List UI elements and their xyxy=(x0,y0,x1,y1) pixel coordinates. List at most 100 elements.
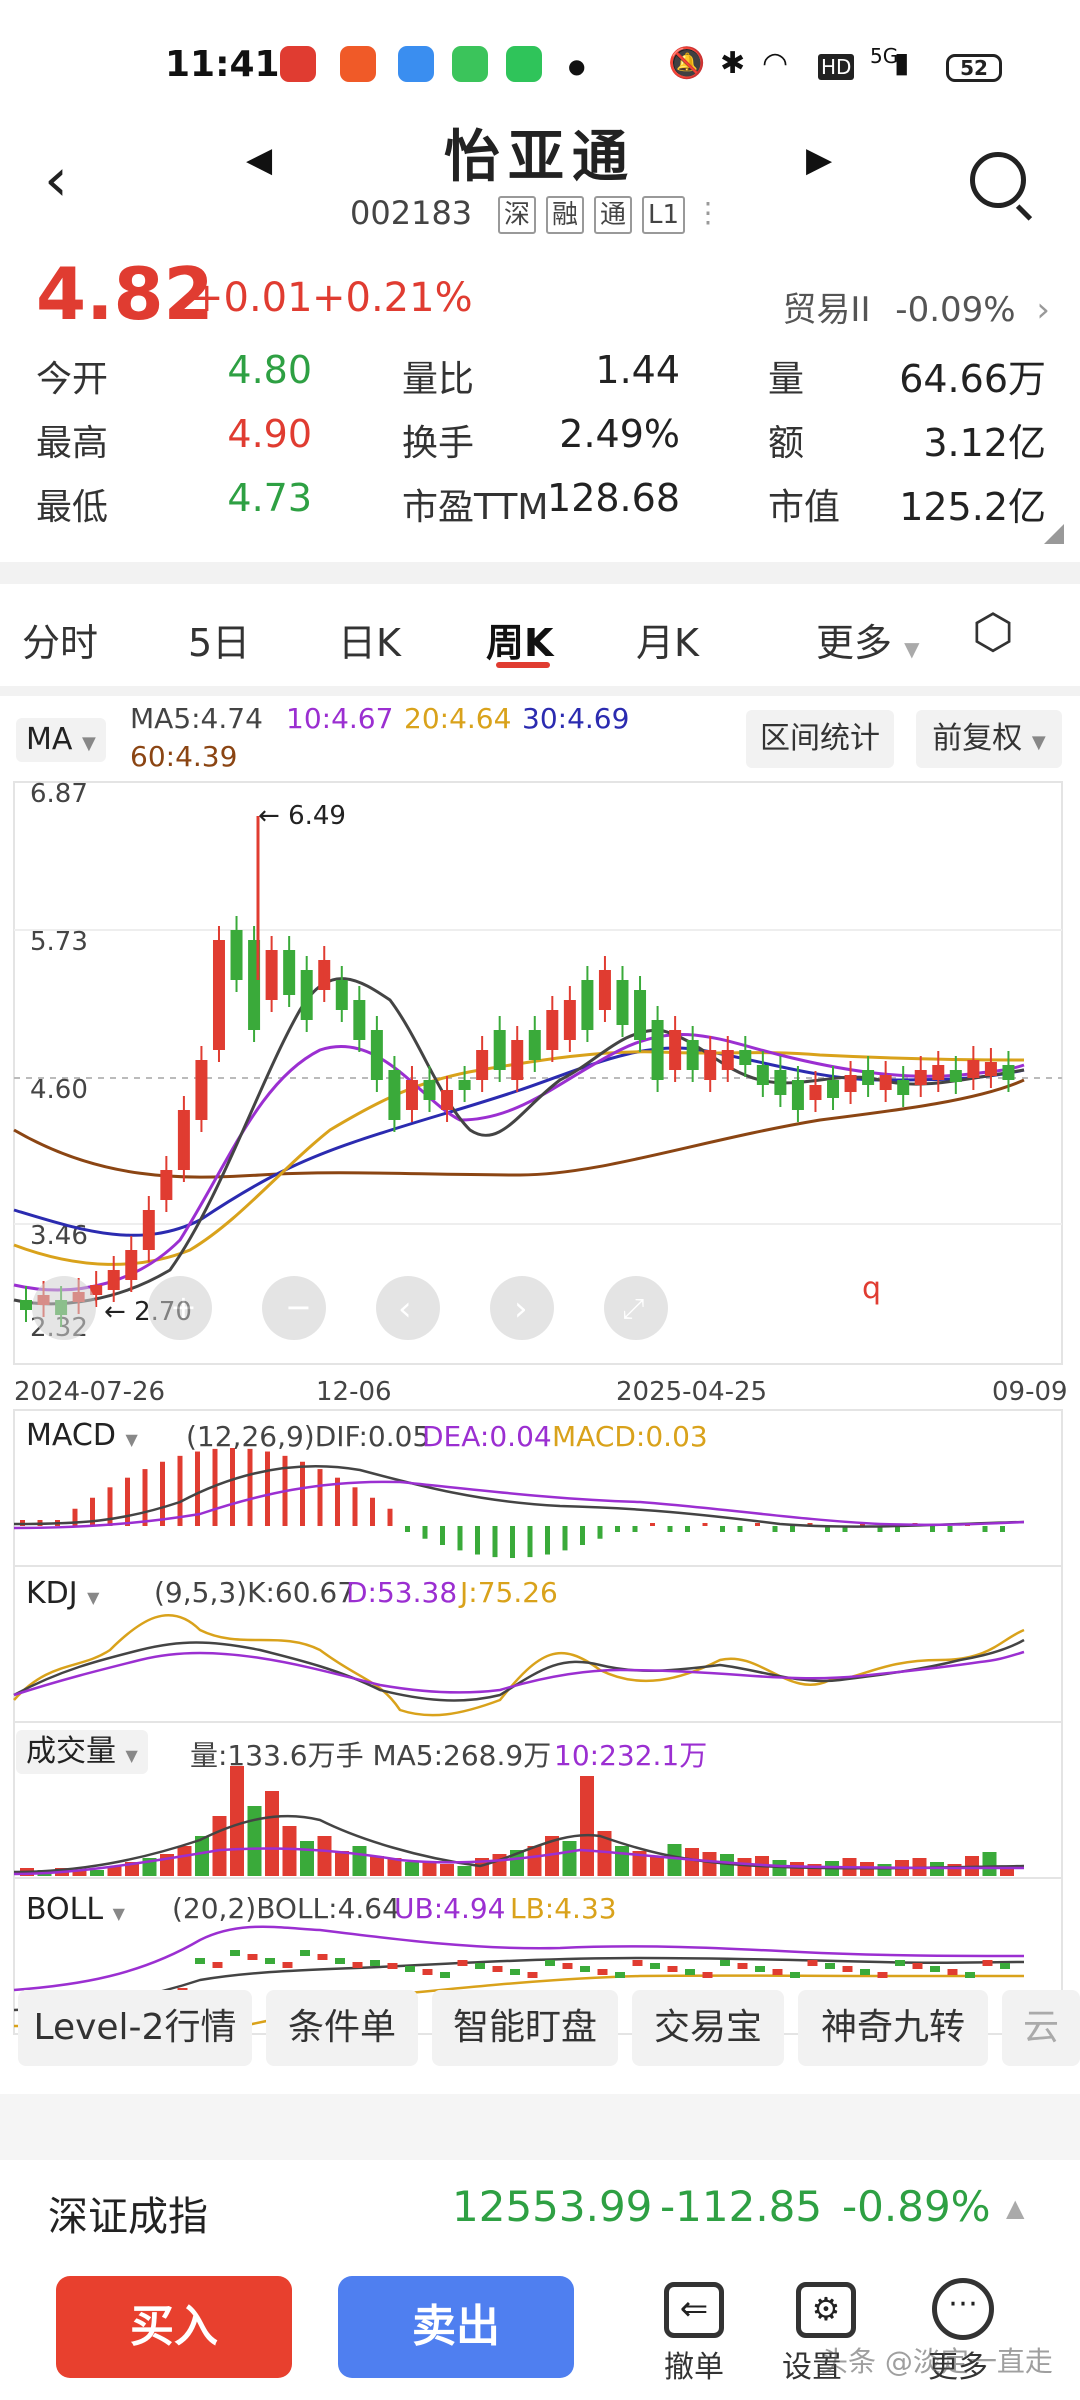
index-bar[interactable]: 深证成指 12553.99 -112.85 -0.89% ▲ xyxy=(0,2160,1080,2260)
settings-label: 设置 xyxy=(782,2350,842,2385)
tool-trade-treasure[interactable]: 交易宝 xyxy=(632,1990,784,2066)
svg-text:−: − xyxy=(285,1288,312,1326)
next-icon[interactable] xyxy=(490,1276,554,1340)
volume-label: 量 xyxy=(768,359,805,400)
range-stats-button[interactable]: 区间统计 xyxy=(746,710,894,768)
macd-bars xyxy=(20,1448,1005,1558)
boll-candle xyxy=(230,1950,240,1956)
boll-candle xyxy=(702,1972,713,1978)
tool-level2[interactable]: Level-2行情 xyxy=(18,1990,252,2066)
ma-selector[interactable]: MA ▼ xyxy=(16,718,106,762)
macd-bar xyxy=(510,1526,515,1558)
scroll-left-icon[interactable] xyxy=(32,1276,96,1340)
tag-level: L1 xyxy=(642,196,686,234)
tab-weekly-k[interactable]: 周K xyxy=(486,621,554,665)
price-change: +0.01 xyxy=(190,275,313,321)
volume-bar xyxy=(212,1816,227,1876)
zoom-out-icon[interactable] xyxy=(262,1276,326,1340)
turnover-label: 换手 xyxy=(402,423,475,464)
volume-bar xyxy=(387,1858,402,1876)
cancel-order-icon[interactable]: ⇐ xyxy=(664,2282,724,2338)
tool-magic-nine[interactable]: 神奇九转 xyxy=(798,1990,988,2066)
macd-params: (12,26,9)DIF:0.05 xyxy=(186,1420,431,1453)
tab-intraday[interactable]: 分时 xyxy=(22,621,99,665)
app-icon-video xyxy=(340,46,376,82)
macd-dea-line xyxy=(13,1480,1025,1530)
boll-candle xyxy=(737,1963,748,1969)
sell-button[interactable]: 卖出 xyxy=(338,2276,574,2378)
low-value: 4.73 xyxy=(227,476,312,520)
boll-candle xyxy=(632,1960,643,1966)
volume-bar xyxy=(195,1836,209,1876)
expand-corner-icon[interactable] xyxy=(1044,524,1064,544)
volume-selector[interactable]: 成交量 ▼ xyxy=(16,1730,148,1774)
boll-candle xyxy=(405,1966,415,1972)
macd-bar xyxy=(877,1526,883,1532)
macd-dif-line xyxy=(13,1465,1025,1528)
volume-bar xyxy=(265,1791,279,1876)
back-icon[interactable]: ‹ xyxy=(44,145,68,215)
volume-bar xyxy=(545,1836,559,1876)
tool-conditional-order[interactable]: 条件单 xyxy=(266,1990,418,2066)
tab-daily-k[interactable]: 日K xyxy=(338,621,401,665)
tab-monthly-k[interactable]: 月K xyxy=(636,621,699,665)
volume-bar xyxy=(72,1871,87,1876)
tool-smart-monitor[interactable]: 智能盯盘 xyxy=(432,1990,618,2066)
more-icon[interactable]: ⋯ xyxy=(932,2278,994,2340)
expand-up-icon[interactable]: ▲ xyxy=(1006,2194,1025,2222)
volume-bar xyxy=(667,1844,682,1876)
caret-down-icon: ▼ xyxy=(904,637,920,661)
volume-bar xyxy=(597,1831,612,1876)
x-tick-3: 2025-04-25 xyxy=(616,1377,767,1407)
macd-bar xyxy=(667,1526,673,1532)
ma60-line xyxy=(13,1078,1025,1179)
buy-button[interactable]: 买入 xyxy=(56,2276,292,2378)
tab-more[interactable]: 更多 ▼ xyxy=(816,612,920,667)
search-icon[interactable] xyxy=(970,152,1026,208)
prev-icon[interactable] xyxy=(376,1276,440,1340)
kline-chart[interactable]: 6.875.734.603.462.32 ← 6.49 ← 2.70 q + −… xyxy=(0,780,1080,2040)
tool-cloud[interactable]: 云 xyxy=(1002,1990,1080,2066)
macd-bar xyxy=(125,1477,130,1526)
high-label: 最高 xyxy=(36,423,109,464)
volume-value: 64.66万 xyxy=(899,357,1046,401)
stock-code: 002183 xyxy=(350,194,473,232)
volume-ma10-line xyxy=(13,1847,1025,1876)
svg-text:⤢: ⤢ xyxy=(622,1292,644,1325)
boll-candle xyxy=(492,1966,503,1972)
volume-bar xyxy=(737,1858,752,1876)
index-pct: -0.89% xyxy=(842,2182,991,2231)
boll-candle xyxy=(755,1966,765,1972)
macd-bar xyxy=(422,1526,428,1539)
macd-bar xyxy=(947,1526,953,1532)
settings-icon[interactable]: ⚙ xyxy=(796,2282,856,2338)
macd-bar xyxy=(107,1487,113,1526)
fullscreen-icon[interactable] xyxy=(604,1276,668,1340)
zoom-in-icon[interactable] xyxy=(148,1276,212,1340)
high-value: 4.90 xyxy=(227,412,312,456)
volume-bar xyxy=(300,1841,314,1876)
macd-bar xyxy=(895,1526,900,1532)
volume-bar xyxy=(230,1766,244,1876)
volume-bar xyxy=(650,1856,664,1876)
more-dots-icon[interactable]: ⋮ xyxy=(694,196,722,229)
next-stock-icon[interactable]: ▶ xyxy=(806,140,833,180)
tag-tong: 通 xyxy=(594,196,633,234)
adjust-selector[interactable]: 前复权 ▼ xyxy=(916,710,1062,768)
volume-bar xyxy=(632,1851,647,1876)
sector-link[interactable]: 贸易II -0.09% › xyxy=(782,282,1050,331)
macd-selector[interactable]: MACD ▼ xyxy=(16,1414,148,1458)
kdj-selector[interactable]: KDJ ▼ xyxy=(16,1572,110,1616)
boll-candle xyxy=(475,1963,485,1969)
more-label: 更多 xyxy=(928,2350,988,2385)
settings-hex-icon[interactable]: ⬡ xyxy=(972,604,1014,660)
volume-bar xyxy=(947,1864,962,1876)
boll-candle xyxy=(457,1960,468,1966)
tab-5day[interactable]: 5日 xyxy=(188,621,251,665)
ma60-legend: 60:4.39 xyxy=(130,740,238,773)
boll-selector[interactable]: BOLL ▼ xyxy=(16,1888,135,1932)
prev-stock-icon[interactable]: ◀ xyxy=(246,140,273,180)
open-label: 今开 xyxy=(36,359,109,400)
caret-down-icon: ▼ xyxy=(87,1588,100,1607)
